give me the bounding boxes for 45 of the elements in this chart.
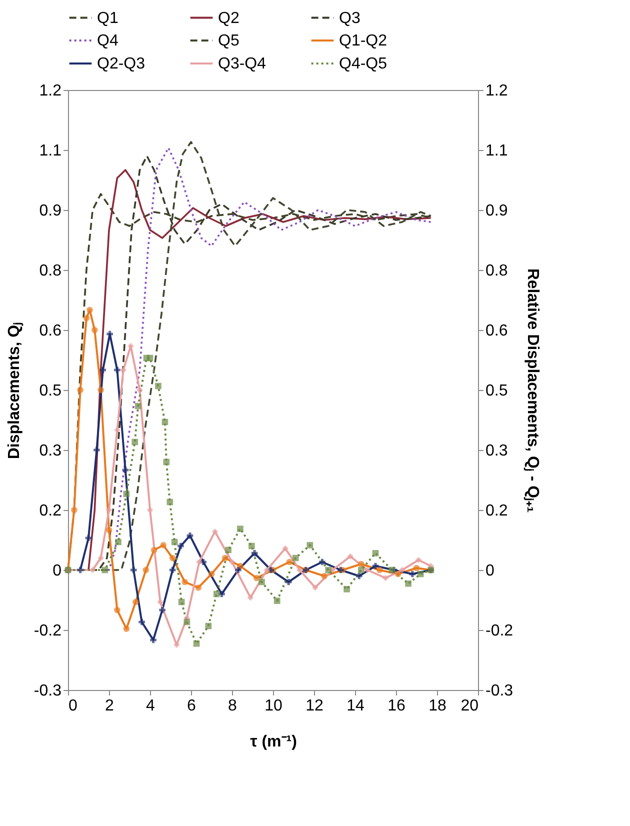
x-tick-label: 4 [146,698,156,714]
y2-tick-label: 0.9 [486,202,508,220]
y2-tick-label: 0.5 [486,382,508,400]
y-tick-label: 0.8 [39,262,62,280]
y2-tick-label: 0.3 [486,442,508,460]
legend-label: Q3-Q4 [218,56,266,72]
legend-label: Q4 [97,32,118,50]
y2-tick-label: 1.2 [486,82,508,100]
legend-label: Q1 [97,10,118,27]
y2-tick-label: 0.6 [486,322,508,340]
legend-label: Q4-Q5 [339,56,388,72]
y2-tick-label: -0.2 [486,622,514,640]
x-tick-label: 2 [105,698,114,714]
x-tick-label: 14 [346,698,364,714]
y-tick-label: 0.5 [39,382,62,400]
legend-label: Q2-Q3 [97,56,146,72]
legend-label: Q1-Q2 [339,32,388,50]
x-tick-label: 8 [228,698,238,714]
legend-label: Q3 [339,10,360,27]
y-tick-label: 0.2 [39,502,62,520]
x-tick-label: 10 [264,698,282,714]
y-tick-label: -0.2 [34,622,62,640]
y2-tick-label: 0.2 [486,502,508,520]
y-tick-label: 1.2 [39,82,62,100]
y-tick-label: 0 [52,562,62,580]
legend-label: Q2 [218,10,240,27]
x-tick-label: 0 [68,698,78,714]
y2-tick-label: 0 [486,562,494,580]
y-tick-label: 0.9 [39,202,62,220]
y2-tick-label: -0.3 [486,682,514,700]
y-tick-label: 0.6 [39,322,62,340]
x-axis-title: τ (m⁻¹) [250,734,297,750]
y-tick-label: 1.1 [39,142,62,160]
x-tick-label: 6 [187,698,196,714]
legend-label: Q5 [218,32,240,50]
x-tick-label: 18 [428,698,446,714]
y-tick-label: 0.3 [39,442,62,460]
x-tick-label: 20 [460,698,479,714]
y-tick-label: -0.3 [34,682,62,700]
x-tick-label: 12 [306,698,324,714]
x-tick-label: 16 [388,698,406,714]
y2-tick-label: 0.8 [486,262,508,280]
y2-tick-label: 1.1 [486,142,508,160]
y-axis-title: Displacements, Qⱼ [6,322,24,460]
y2-axis-title: Relative Displacements, Qⱼ - Qⱼ₊₁ [523,268,542,514]
